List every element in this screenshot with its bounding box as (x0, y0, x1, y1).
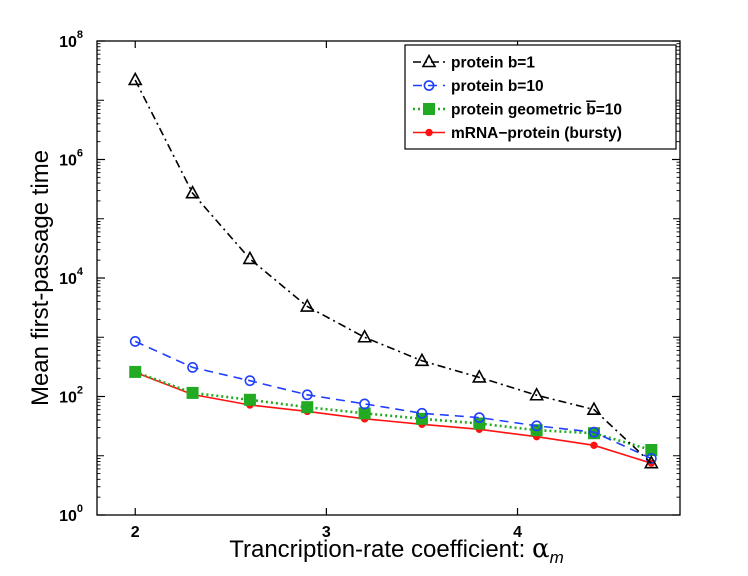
legend-marker (423, 103, 435, 115)
data-point (414, 352, 430, 367)
y-axis-label: Mean first-passage time (27, 150, 54, 406)
data-point (529, 387, 544, 401)
data-point (590, 441, 598, 450)
y-tick-label: 102 (59, 385, 83, 407)
data-point (588, 426, 600, 438)
legend-marker (421, 53, 437, 68)
legend-label: mRNA−protein (bursty) (451, 125, 622, 142)
data-point (471, 369, 487, 383)
data-point (358, 407, 371, 420)
legend-marker (425, 128, 433, 137)
series-line (134, 370, 652, 452)
data-point (127, 71, 143, 86)
data-point (301, 389, 313, 401)
legend-marker (423, 80, 435, 91)
x-axis-label: Trancription-rate coefficient: αm (229, 534, 564, 567)
series-line (134, 371, 652, 464)
data-point (531, 420, 543, 432)
data-point (299, 298, 315, 312)
data-point (129, 336, 141, 347)
legend-box (404, 44, 677, 150)
y-tick-label: 106 (59, 148, 83, 170)
series-triangle (127, 71, 659, 469)
x-tick-label: 3 (322, 524, 331, 541)
data-point (242, 250, 258, 265)
data-point (359, 398, 371, 410)
y-tick-label: 108 (59, 29, 83, 51)
series-circle (129, 336, 657, 464)
legend-label: protein geometric b=10 (451, 102, 622, 119)
data-point (301, 401, 314, 414)
data-point (185, 185, 200, 199)
tick-layer: 2 3 4 100 102 104 106 108 (59, 29, 680, 541)
y-tick-label: 100 (59, 503, 83, 525)
series-line (134, 79, 652, 464)
data-point (186, 386, 199, 399)
series-line (134, 340, 652, 460)
data-point (473, 412, 485, 424)
data-point (473, 417, 486, 430)
data-point (244, 375, 256, 387)
data-point (415, 412, 428, 425)
series-dot (131, 368, 656, 467)
data-point (129, 365, 142, 378)
x-tick-label: 4 (513, 524, 522, 541)
series-layer (127, 71, 659, 469)
x-tick-label: 2 (131, 524, 140, 541)
legend: protein b=1 protein b=10 protein geometric… (404, 44, 677, 150)
data-point (643, 454, 659, 469)
data-point (586, 401, 602, 415)
data-point (187, 361, 198, 373)
legend-label: protein b=10 (451, 78, 544, 95)
data-point (357, 329, 372, 343)
legend-label: protein b=1 (451, 55, 535, 72)
data-point (416, 407, 428, 419)
data-point (243, 393, 256, 406)
y-tick-label: 104 (59, 266, 84, 288)
